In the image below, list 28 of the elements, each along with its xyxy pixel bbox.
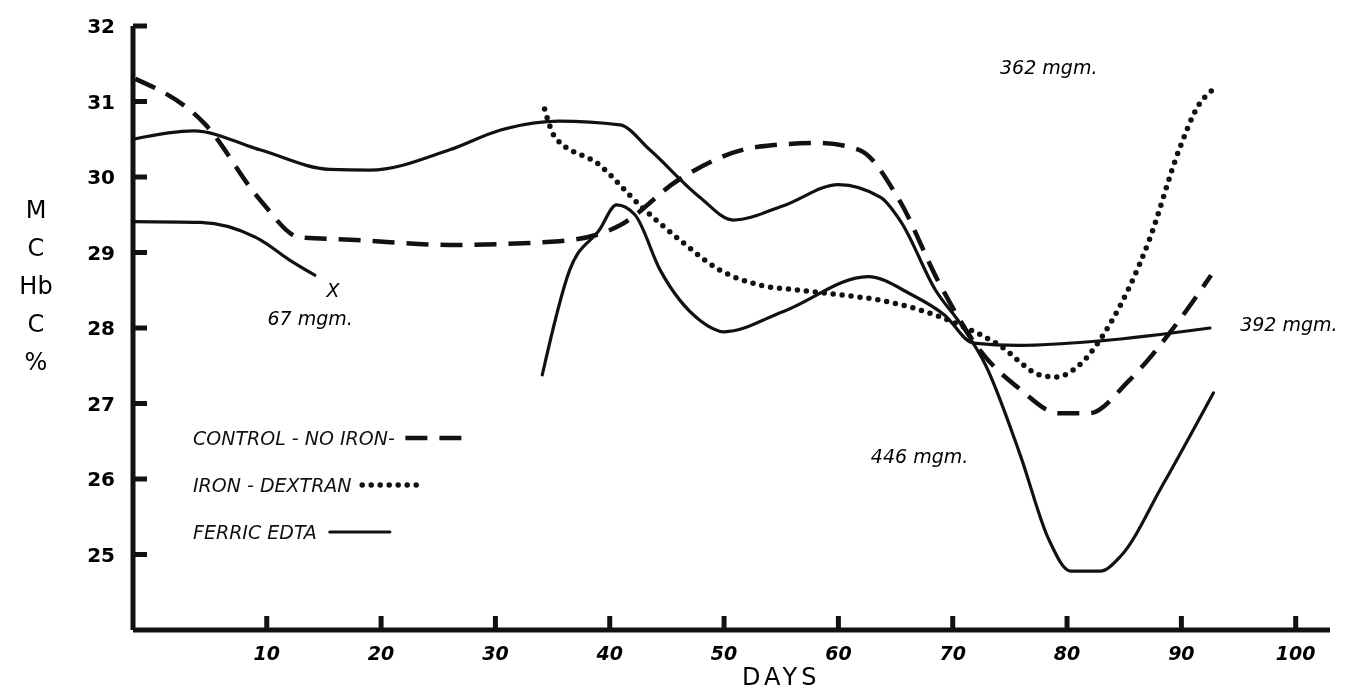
- x-tick-label: 80: [1053, 642, 1081, 664]
- y-tick-label: 29: [87, 240, 115, 265]
- x-tick-label: 30: [482, 642, 509, 664]
- legend-label: IRON - DEXTRAN: [193, 473, 352, 496]
- annotation: 446 mgm.: [870, 445, 969, 467]
- x-tick-label: 100: [1275, 642, 1316, 664]
- x-tick-label: 50: [710, 642, 738, 664]
- annotation: 362 mgm.: [1000, 56, 1098, 79]
- legend-label: CONTROL - NO IRON-: [193, 426, 395, 449]
- x-tick-label: 10: [253, 642, 280, 664]
- y-axis-title: M C Hb C %: [19, 196, 53, 376]
- x-axis-title: DAYS: [741, 663, 821, 691]
- y-tick-label: 25: [87, 542, 115, 567]
- x-tick-label: 70: [939, 642, 966, 664]
- y-tick-label: 27: [87, 391, 115, 416]
- x-tick-label: 20: [367, 642, 395, 664]
- annotation: 67 mgm.: [267, 306, 353, 329]
- y-tick-label: 30: [87, 165, 115, 189]
- annotation: X: [325, 278, 341, 301]
- x-tick-label: 60: [825, 642, 852, 664]
- x-tick-label: 40: [595, 642, 623, 664]
- y-tick-label: 28: [87, 316, 115, 340]
- y-tick-label: 31: [87, 89, 115, 114]
- annotation: 392 mgm.: [1240, 312, 1338, 335]
- y-tick-label: 26: [87, 467, 115, 491]
- legend-label: FERRIC EDTA: [193, 520, 317, 543]
- y-tick-label: 32: [87, 14, 115, 38]
- x-tick-label: 90: [1168, 642, 1195, 664]
